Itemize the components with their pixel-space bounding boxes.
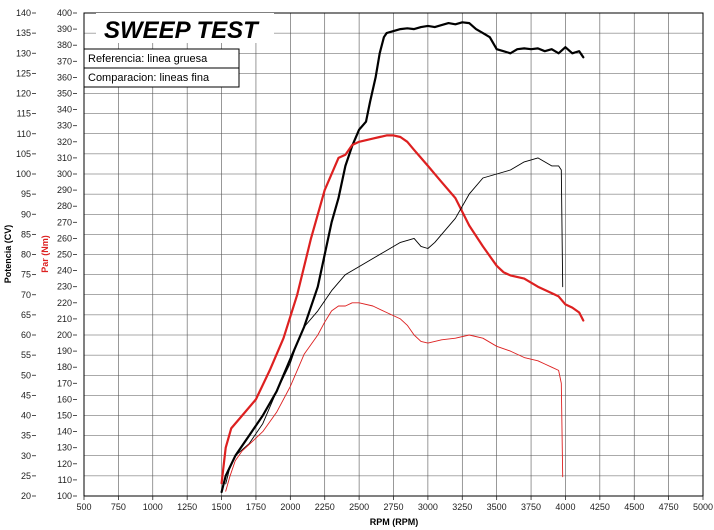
x-tick-label: 1750 xyxy=(246,502,266,512)
left-tick-label: 45 xyxy=(21,390,31,400)
legend-box-comparison xyxy=(83,67,240,88)
x-tick-label: 2500 xyxy=(349,502,369,512)
right-tick-label: 230 xyxy=(57,282,72,292)
right-tick-label: 360 xyxy=(57,72,72,82)
series-line-2 xyxy=(220,134,585,485)
right-tick-label: 310 xyxy=(57,153,72,163)
x-tick-label: 750 xyxy=(111,502,126,512)
right-tick-label: 200 xyxy=(57,330,72,340)
x-tick-label: 3750 xyxy=(521,502,541,512)
right-tick-label: 120 xyxy=(57,459,72,469)
left-tick-label: 55 xyxy=(21,350,31,360)
right-tick-label: 190 xyxy=(57,346,72,356)
x-axis-title: RPM (RPM) xyxy=(370,517,419,527)
right-tick-label: 350 xyxy=(57,89,72,99)
legend-comparison: Comparacion: lineas fina xyxy=(88,72,210,84)
x-tick-label: 4500 xyxy=(624,502,644,512)
right-tick-label: 300 xyxy=(57,169,72,179)
left-tick-label: 110 xyxy=(17,129,31,139)
right-tick-label: 220 xyxy=(57,298,72,308)
right-tick-label: 110 xyxy=(58,475,72,485)
left-axis-ticks: 20 25 30 35 40 45 50 55 60 65 70 75 80 85 90 95 100 105 11… xyxy=(16,8,36,501)
left-tick-label: 140 xyxy=(16,8,31,18)
series-line-4 xyxy=(225,302,564,492)
left-tick-label: 120 xyxy=(16,89,31,99)
right-tick-label: 330 xyxy=(57,121,72,131)
legend: Referencia: linea gruesa Comparacion: li… xyxy=(83,48,240,88)
right-tick-label: 280 xyxy=(57,201,72,211)
right-tick-label: 260 xyxy=(57,233,72,243)
right-tick-label: 180 xyxy=(57,362,72,372)
left-tick-label: 70 xyxy=(21,290,31,300)
x-axis-ticks: 500 750 1000 1250 1500 1750 2000 2250 2500 2750 30… xyxy=(76,496,713,512)
x-tick-label: 4250 xyxy=(590,502,610,512)
series-line-3 xyxy=(225,157,564,485)
right-tick-label: 130 xyxy=(57,443,72,453)
legend-reference: Referencia: linea gruesa xyxy=(88,53,208,65)
left-tick-label: 30 xyxy=(21,451,31,461)
title-background xyxy=(96,13,274,43)
right-axis-title: Par (Nm) xyxy=(40,235,50,273)
x-tick-label: 4000 xyxy=(555,502,575,512)
x-tick-label: 2000 xyxy=(280,502,300,512)
left-tick-label: 95 xyxy=(21,189,31,199)
right-tick-label: 240 xyxy=(57,266,72,276)
right-tick-label: 150 xyxy=(57,411,72,421)
left-tick-label: 20 xyxy=(21,491,31,501)
x-tick-label: 1000 xyxy=(143,502,163,512)
x-tick-label: 4750 xyxy=(659,502,679,512)
right-tick-label: 390 xyxy=(57,24,72,34)
x-tick-label: 1250 xyxy=(177,502,197,512)
left-axis-title: Potencia (CV) xyxy=(3,225,13,284)
left-tick-label: 135 xyxy=(16,28,31,38)
x-tick-label: 5000 xyxy=(693,502,713,512)
right-tick-label: 100 xyxy=(57,491,72,501)
left-tick-label: 40 xyxy=(21,411,31,421)
left-tick-label: 50 xyxy=(21,370,31,380)
right-tick-label: 170 xyxy=(57,378,72,388)
left-tick-label: 100 xyxy=(16,169,31,179)
left-tick-label: 60 xyxy=(21,330,31,340)
right-tick-label: 210 xyxy=(57,314,72,324)
x-tick-label: 2750 xyxy=(383,502,403,512)
right-axis-ticks: 100 110 120 130 140 150 160 170 180 190 200 210 220 2… xyxy=(57,8,77,501)
right-tick-label: 270 xyxy=(57,217,72,227)
right-tick-label: 380 xyxy=(57,40,72,50)
left-tick-label: 85 xyxy=(21,229,31,239)
right-tick-label: 370 xyxy=(57,56,72,66)
chart-title: SWEEP TEST xyxy=(104,17,260,44)
left-tick-label: 90 xyxy=(21,209,31,219)
right-tick-label: 140 xyxy=(57,427,72,437)
left-tick-label: 80 xyxy=(21,250,31,260)
left-tick-label: 105 xyxy=(16,149,31,159)
series-lines xyxy=(220,21,585,494)
right-tick-label: 400 xyxy=(57,8,72,18)
left-tick-label: 130 xyxy=(16,48,31,58)
x-tick-label: 3000 xyxy=(418,502,438,512)
left-tick-label: 35 xyxy=(21,431,31,441)
right-tick-label: 320 xyxy=(57,137,72,147)
right-tick-label: 290 xyxy=(57,185,72,195)
right-tick-label: 250 xyxy=(57,250,72,260)
x-tick-label: 3500 xyxy=(487,502,507,512)
left-tick-label: 25 xyxy=(21,471,31,481)
x-tick-label: 2250 xyxy=(315,502,335,512)
right-tick-label: 160 xyxy=(57,394,72,404)
x-tick-label: 3250 xyxy=(452,502,472,512)
left-tick-label: 65 xyxy=(21,310,31,320)
series-line-1 xyxy=(220,21,585,494)
right-tick-label: 340 xyxy=(57,105,72,115)
x-tick-label: 500 xyxy=(76,502,91,512)
x-tick-label: 1500 xyxy=(212,502,232,512)
left-tick-label: 115 xyxy=(17,109,31,119)
left-tick-label: 75 xyxy=(21,270,31,280)
left-tick-label: 125 xyxy=(16,68,31,78)
